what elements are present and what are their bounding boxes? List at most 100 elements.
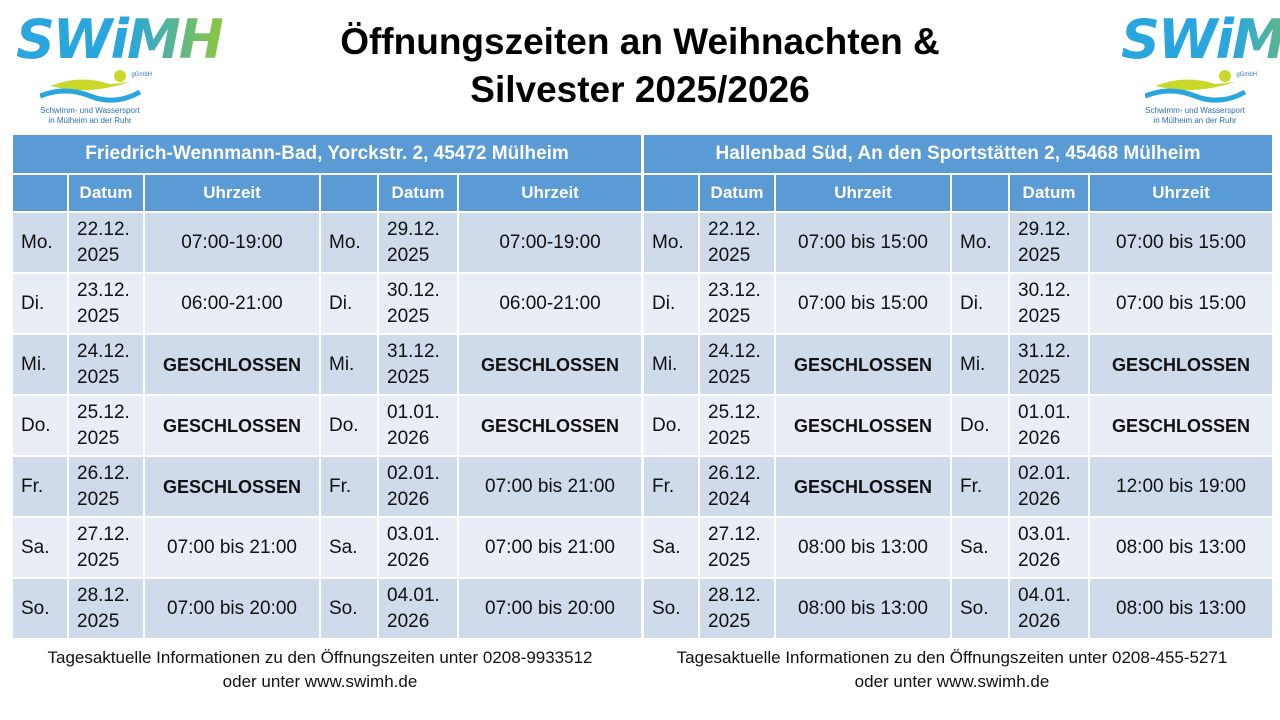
time-cell: 06:00-21:00 [456, 272, 644, 335]
date-cell: 22.12. 2025 [698, 211, 776, 274]
weekday-cell: Sa. [11, 516, 69, 579]
time-cell: 06:00-21:00 [143, 272, 321, 335]
weekday-cell: Fr. [950, 455, 1010, 518]
location-header: Friedrich-Wennmann-Bad, Yorckstr. 2, 454… [10, 133, 644, 175]
weekday-cell: Do. [950, 394, 1010, 457]
weekday-cell: So. [11, 577, 69, 640]
page-title: Öffnungszeiten an Weihnachten & Silveste… [340, 21, 940, 110]
table-row: Di. 23.12. 2025 07:00 bis 15:00 Di. 30.12. 202… [642, 272, 1275, 335]
time-cell: GESCHLOSSEN [774, 455, 952, 518]
time-cell: 07:00 bis 15:00 [774, 272, 952, 335]
weekday-cell: Mi. [642, 333, 700, 396]
time-cell: GESCHLOSSEN [143, 455, 321, 518]
date-cell: 02.01. 2026 [377, 455, 459, 518]
time-cell: GESCHLOSSEN [456, 333, 644, 396]
table-row: Mo. 22.12. 2025 07:00-19:00 Mo. 29.12. 2025 07:… [11, 211, 644, 274]
time-cell: 08:00 bis 13:00 [1087, 516, 1275, 579]
weekday-cell: Mo. [950, 211, 1010, 274]
weekday-cell: Sa. [950, 516, 1010, 579]
weekday-cell: So. [642, 577, 700, 640]
weekday-cell: Sa. [642, 516, 700, 579]
date-cell: 28.12. 2025 [698, 577, 776, 640]
table-row: So. 28.12. 2025 08:00 bis 13:00 So. 04.01. 202… [642, 577, 1275, 640]
time-cell: 07:00 bis 21:00 [143, 516, 321, 579]
col-uhrzeit: Uhrzeit [456, 173, 644, 213]
date-cell: 29.12. 2025 [377, 211, 459, 274]
weekday-cell: Mi. [319, 333, 379, 396]
date-cell: 25.12. 2025 [67, 394, 145, 457]
date-cell: 30.12. 2025 [377, 272, 459, 335]
table-row: Do. 25.12. 2025 GESCHLOSSEN Do. 01.01. 2026 GES… [11, 394, 644, 457]
date-cell: 29.12. 2025 [1008, 211, 1090, 274]
date-cell: 26.12. 2024 [698, 455, 776, 518]
time-cell: 07:00-19:00 [456, 211, 644, 274]
time-cell: 07:00 bis 15:00 [774, 211, 952, 274]
col-uhrzeit: Uhrzeit [143, 173, 321, 213]
time-cell: 07:00-19:00 [143, 211, 321, 274]
col-datum: Datum [377, 173, 459, 213]
time-cell: 07:00 bis 21:00 [456, 455, 644, 518]
date-cell: 27.12. 2025 [698, 516, 776, 579]
col-uhrzeit: Uhrzeit [1087, 173, 1275, 213]
table-row: Fr. 26.12. 2025 GESCHLOSSEN Fr. 02.01. 2026 07:… [11, 455, 644, 518]
schedule-table-hallenbad-sued: Hallenbad Süd, An den Sportstätten 2, 45… [641, 133, 1275, 640]
weekday-cell: Do. [642, 394, 700, 457]
table-row: Mi. 24.12. 2025 GESCHLOSSEN Mi. 31.12. 2025 GES… [642, 333, 1275, 396]
footer-info-left: Tagesaktuelle Informationen zu den Öffnu… [47, 648, 593, 691]
weekday-cell: Mi. [11, 333, 69, 396]
date-cell: 02.01. 2026 [1008, 455, 1090, 518]
weekday-cell: Di. [319, 272, 379, 335]
date-cell: 25.12. 2025 [698, 394, 776, 457]
date-cell: 30.12. 2025 [1008, 272, 1090, 335]
weekday-cell: Mo. [642, 211, 700, 274]
weekday-cell: Sa. [319, 516, 379, 579]
table-row: Di. 23.12. 2025 06:00-21:00 Di. 30.12. 2025 06:… [11, 272, 644, 335]
time-cell: GESCHLOSSEN [456, 394, 644, 457]
col-datum: Datum [698, 173, 776, 213]
time-cell: GESCHLOSSEN [774, 333, 952, 396]
time-cell: 12:00 bis 19:00 [1087, 455, 1275, 518]
weekday-cell: Mo. [319, 211, 379, 274]
table-row: Mi. 24.12. 2025 GESCHLOSSEN Mi. 31.12. 2025 GES… [11, 333, 644, 396]
time-cell: 08:00 bis 13:00 [1087, 577, 1275, 640]
table-row: Sa. 27.12. 2025 07:00 bis 21:00 Sa. 03.01. 202… [11, 516, 644, 579]
time-cell: GESCHLOSSEN [774, 394, 952, 457]
time-cell: GESCHLOSSEN [143, 333, 321, 396]
table-row: Sa. 27.12. 2025 08:00 bis 13:00 Sa. 03.01. 202… [642, 516, 1275, 579]
col-datum: Datum [67, 173, 145, 213]
time-cell: GESCHLOSSEN [1087, 333, 1275, 396]
date-cell: 01.01. 2026 [377, 394, 459, 457]
date-cell: 01.01. 2026 [1008, 394, 1090, 457]
weekday-cell: Fr. [642, 455, 700, 518]
location-header: Hallenbad Süd, An den Sportstätten 2, 45… [641, 133, 1275, 175]
date-cell: 31.12. 2025 [1008, 333, 1090, 396]
date-cell: 31.12. 2025 [377, 333, 459, 396]
table-row: Do. 25.12. 2025 GESCHLOSSEN Do. 01.01. 2026 GES… [642, 394, 1275, 457]
table-row: So. 28.12. 2025 07:00 bis 20:00 So. 04.01. 202… [11, 577, 644, 640]
table-row: Mo. 22.12. 2025 07:00 bis 15:00 Mo. 29.12. 202… [642, 211, 1275, 274]
weekday-cell: Fr. [11, 455, 69, 518]
time-cell: 07:00 bis 20:00 [143, 577, 321, 640]
date-cell: 27.12. 2025 [67, 516, 145, 579]
time-cell: 07:00 bis 15:00 [1087, 211, 1275, 274]
date-cell: 24.12. 2025 [67, 333, 145, 396]
table-row: Fr. 26.12. 2024 GESCHLOSSEN Fr. 02.01. 2026 12:… [642, 455, 1275, 518]
date-cell: 03.01. 2026 [1008, 516, 1090, 579]
weekday-cell: Do. [11, 394, 69, 457]
weekday-cell: Do. [319, 394, 379, 457]
date-cell: 28.12. 2025 [67, 577, 145, 640]
time-cell: GESCHLOSSEN [1087, 394, 1275, 457]
time-cell: 07:00 bis 15:00 [1087, 272, 1275, 335]
weekday-cell: Di. [11, 272, 69, 335]
date-cell: 24.12. 2025 [698, 333, 776, 396]
weekday-cell: Mi. [950, 333, 1010, 396]
footer-info-right: Tagesaktuelle Informationen zu den Öffnu… [676, 648, 1228, 691]
swimh-logo-left: SWiMH gGmbH Schwimm- und Wassersport in Mü… [16, 8, 224, 125]
time-cell: 08:00 bis 13:00 [774, 577, 952, 640]
date-cell: 22.12. 2025 [67, 211, 145, 274]
weekday-cell: So. [950, 577, 1010, 640]
time-cell: 07:00 bis 21:00 [456, 516, 644, 579]
date-cell: 23.12. 2025 [67, 272, 145, 335]
schedule-table-wennmann-bad: Friedrich-Wennmann-Bad, Yorckstr. 2, 454… [10, 133, 644, 640]
